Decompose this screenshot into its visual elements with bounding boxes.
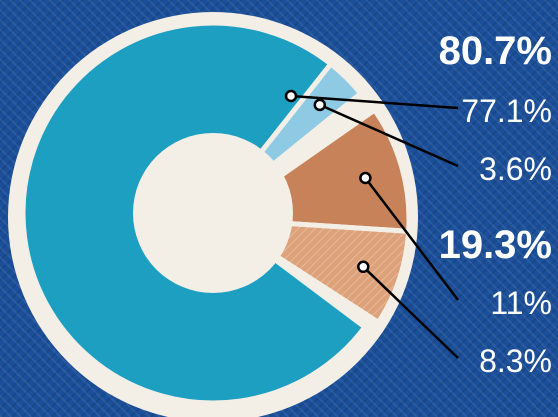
- slice-label-orange-large: 11%: [490, 285, 552, 321]
- group-total-blue: 80.7%: [439, 29, 552, 73]
- slice-blue-large-marker: [284, 89, 298, 103]
- slice-orange-large-marker: [359, 171, 372, 185]
- slice-orange-small-leader: [362, 265, 459, 359]
- slice-orange-small-marker: [357, 260, 370, 274]
- slice-orange-large-leader: [364, 177, 459, 301]
- slice-blue-small-marker: [313, 98, 327, 112]
- slice-label-blue-small: 3.6%: [479, 151, 552, 187]
- group-total-orange: 19.3%: [439, 223, 552, 267]
- slice-label-orange-small: 8.3%: [479, 343, 552, 379]
- slice-label-blue-large: 77.1%: [461, 93, 552, 129]
- center-hole: [133, 133, 293, 293]
- leaders-layer: [284, 89, 459, 359]
- slice-blue-small-leader: [319, 103, 459, 168]
- slice-blue-large-leader: [290, 94, 459, 110]
